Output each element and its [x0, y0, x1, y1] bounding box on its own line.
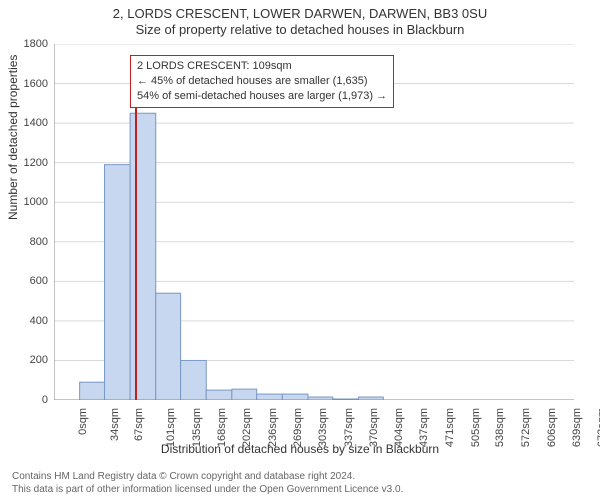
x-tick-label: 34sqm [109, 408, 121, 441]
footer-line2: This data is part of other information l… [12, 484, 403, 497]
x-axis-label: Distribution of detached houses by size … [0, 442, 600, 456]
annotation-title: 2 LORDS CRESCENT: 109sqm [137, 59, 387, 74]
property-marker-line [135, 98, 137, 400]
y-tick-label: 400 [30, 315, 48, 327]
footer-attribution: Contains HM Land Registry data © Crown c… [12, 471, 403, 496]
x-tick-label: 0sqm [77, 408, 89, 435]
titles-block: 2, LORDS CRESCENT, LOWER DARWEN, DARWEN,… [0, 0, 600, 37]
y-tick-label: 800 [30, 236, 48, 248]
annotation-larger: 54% of semi-detached houses are larger (… [137, 89, 387, 104]
title-sub: Size of property relative to detached ho… [0, 22, 600, 37]
y-axis-label: Number of detached properties [6, 55, 20, 220]
title-main: 2, LORDS CRESCENT, LOWER DARWEN, DARWEN,… [0, 6, 600, 21]
annotation-smaller: ← 45% of detached houses are smaller (1,… [137, 74, 387, 89]
y-tick-label: 1000 [24, 196, 48, 208]
y-tick-label: 1600 [24, 78, 48, 90]
y-tick-label: 1400 [24, 117, 48, 129]
annotation-box: 2 LORDS CRESCENT: 109sqm ← 45% of detach… [130, 55, 394, 108]
x-tick-label: 67sqm [134, 408, 146, 441]
y-tick-label: 0 [42, 394, 48, 406]
y-tick-label: 600 [30, 275, 48, 287]
y-tick-label: 1800 [24, 38, 48, 50]
y-tick-label: 1200 [24, 157, 48, 169]
chart-root: 2, LORDS CRESCENT, LOWER DARWEN, DARWEN,… [0, 0, 600, 500]
footer-line1: Contains HM Land Registry data © Crown c… [12, 471, 403, 484]
y-tick-label: 200 [30, 354, 48, 366]
